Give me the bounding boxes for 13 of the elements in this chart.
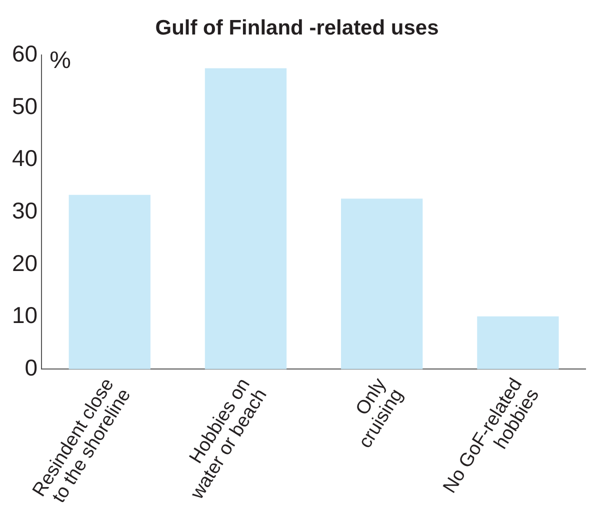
bar	[204, 68, 287, 370]
y-tick-label: 10	[12, 302, 38, 328]
bar	[477, 316, 559, 370]
y-tick-label: 0	[24, 354, 38, 381]
y-tick-label: 20	[12, 250, 38, 276]
y-tick-label: 60	[12, 40, 38, 67]
y-tick-label: 30	[12, 198, 38, 224]
bar	[341, 198, 423, 370]
y-tick-label: 50	[12, 92, 38, 119]
y-tick-label: 40	[12, 145, 38, 172]
chart-title: Gulf of Finland -related uses	[155, 16, 439, 40]
y-axis-title: %	[50, 46, 71, 74]
bar	[68, 194, 150, 370]
